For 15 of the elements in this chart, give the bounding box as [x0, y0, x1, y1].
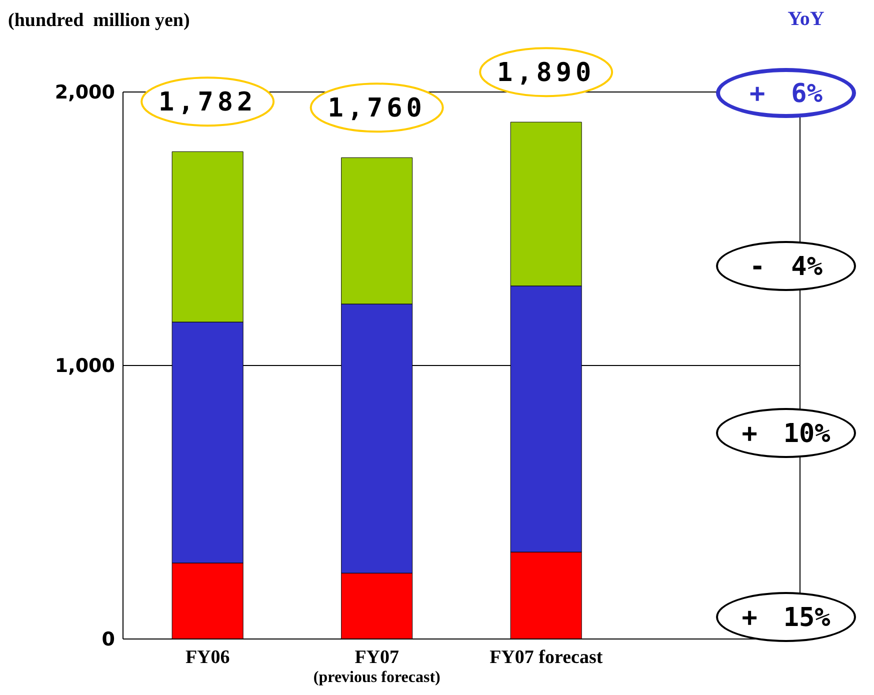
x-tick-label: FY06: [185, 647, 230, 668]
y-tick-label: 1,000: [54, 355, 115, 378]
y-tick-label: 0: [102, 628, 115, 651]
annotation: + 10%: [716, 408, 856, 458]
total-label: 1,760: [328, 94, 426, 124]
total-label: 1,782: [158, 88, 257, 118]
y-tick-label: 2,000: [54, 82, 115, 104]
total-label: 1,890: [496, 58, 596, 88]
y-axis-title: (hundred million yen): [8, 10, 190, 32]
text: YoY: [786, 8, 826, 31]
x-tick-label: FY07 (previous forecast): [313, 647, 440, 686]
annotation: + 6%: [716, 68, 856, 118]
annotation: - 4%: [716, 241, 856, 291]
annotation: + 15%: [716, 592, 856, 642]
x-tick-label: FY07 forecast: [490, 647, 604, 668]
